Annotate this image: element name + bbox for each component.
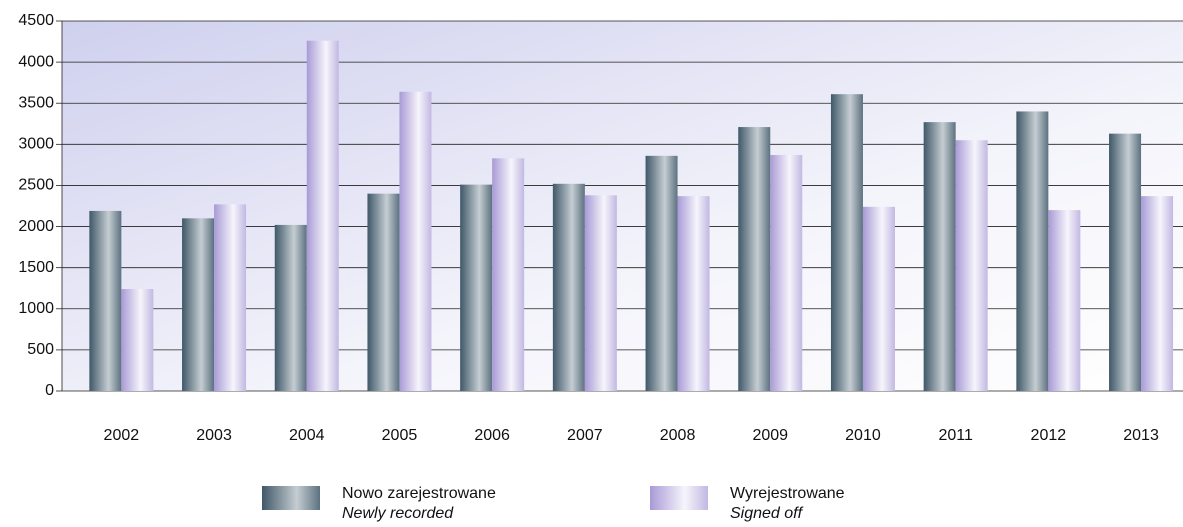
y-tick-label: 3500 [18,94,54,111]
y-tick-label: 0 [45,382,54,399]
x-tick-label: 2013 [1123,427,1159,444]
bar [274,224,307,391]
bar [677,196,710,391]
legend-label: Nowo zarejestrowane [342,485,496,502]
legend-sublabel: Signed off [730,505,804,522]
plot-background [62,21,1183,391]
bar [460,184,493,391]
bar [584,195,617,391]
bar [923,122,956,391]
legend-swatch [262,486,320,510]
x-tick-label: 2002 [104,427,140,444]
bar [770,155,803,391]
y-tick-label: 1000 [18,300,54,317]
y-tick-label: 3000 [18,136,54,153]
y-tick-label: 4000 [18,53,54,70]
x-tick-label: 2009 [752,427,788,444]
bar [182,218,215,391]
x-tick-label: 2011 [938,427,973,444]
y-tick-label: 4500 [18,12,54,29]
x-tick-label: 2005 [382,427,418,444]
x-tick-label: 2008 [660,427,696,444]
bar [399,91,432,391]
x-tick-label: 2010 [845,427,881,444]
x-tick-label: 2004 [289,427,325,444]
bar [89,210,122,391]
x-tick-label: 2006 [474,427,510,444]
y-tick-label: 500 [27,341,54,358]
bar [1016,111,1049,391]
legend-swatch [650,486,708,510]
x-tick-label: 2003 [196,427,232,444]
bar [121,289,154,391]
legend-sublabel: Newly recorded [342,505,454,522]
bar [738,127,771,392]
bar [367,193,400,391]
bar [552,183,585,391]
y-tick-label: 2000 [18,218,54,235]
y-tick-label: 2500 [18,177,54,194]
bar [1141,196,1174,391]
bar [306,40,339,391]
bar [830,94,863,391]
y-tick-label: 1500 [18,259,54,276]
bar [955,140,988,391]
bar [214,204,247,391]
bar [1048,210,1081,391]
x-tick-label: 2007 [567,427,603,444]
legend-label: Wyrejestrowane [730,485,845,502]
bar [862,206,895,391]
x-tick-label: 2012 [1031,427,1067,444]
bar [1109,133,1142,391]
bar [645,155,678,391]
bar [492,158,525,391]
